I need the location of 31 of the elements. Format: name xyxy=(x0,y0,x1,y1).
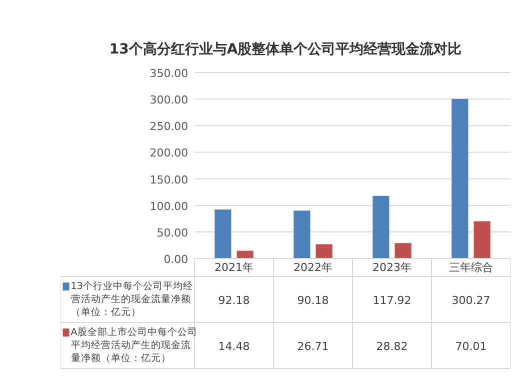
x-tick-label: 2023年 xyxy=(372,261,412,274)
y-tick-label: 50.00 xyxy=(156,226,188,240)
y-tick-label: 0.00 xyxy=(164,253,188,266)
x-tick-label: 2021年 xyxy=(214,261,254,274)
data-label: 26.71 xyxy=(297,340,329,353)
chart-title: 13个高分红行业与A股整体单个公司平均经营现金流对比 xyxy=(109,40,462,58)
legend-label: A股全部上市公司中每个公司平均经营活动产生的现金流量净额（单位：亿元） xyxy=(70,326,198,364)
bar xyxy=(316,244,332,258)
data-label: 300.27 xyxy=(452,294,490,307)
bar xyxy=(372,196,390,258)
bar xyxy=(236,250,254,258)
bar xyxy=(214,210,232,258)
y-tick-label: 100.00 xyxy=(150,200,188,213)
data-label: 92.18 xyxy=(218,294,250,307)
y-tick-label: 200.00 xyxy=(150,146,188,160)
data-label: 70.01 xyxy=(455,340,487,353)
x-tick-label: 三年综合 xyxy=(449,261,493,274)
y-tick-label: 250.00 xyxy=(150,120,188,134)
bar xyxy=(452,98,468,258)
y-tick-label: 350.00 xyxy=(150,67,188,80)
data-label: 90.18 xyxy=(297,294,329,307)
bar xyxy=(294,210,310,258)
legend-label: 13个行业中每个公司平均经营活动产生的现金流量净额（单位：亿元） xyxy=(70,280,193,318)
data-label: 14.48 xyxy=(218,340,250,353)
data-label: 28.82 xyxy=(376,340,408,353)
y-tick-label: 300.00 xyxy=(150,94,188,107)
data-label: 117.92 xyxy=(372,294,412,307)
bar xyxy=(474,221,490,258)
bar xyxy=(394,243,412,258)
x-tick-label: 2022年 xyxy=(294,261,333,274)
y-tick-label: 150.00 xyxy=(150,173,188,186)
